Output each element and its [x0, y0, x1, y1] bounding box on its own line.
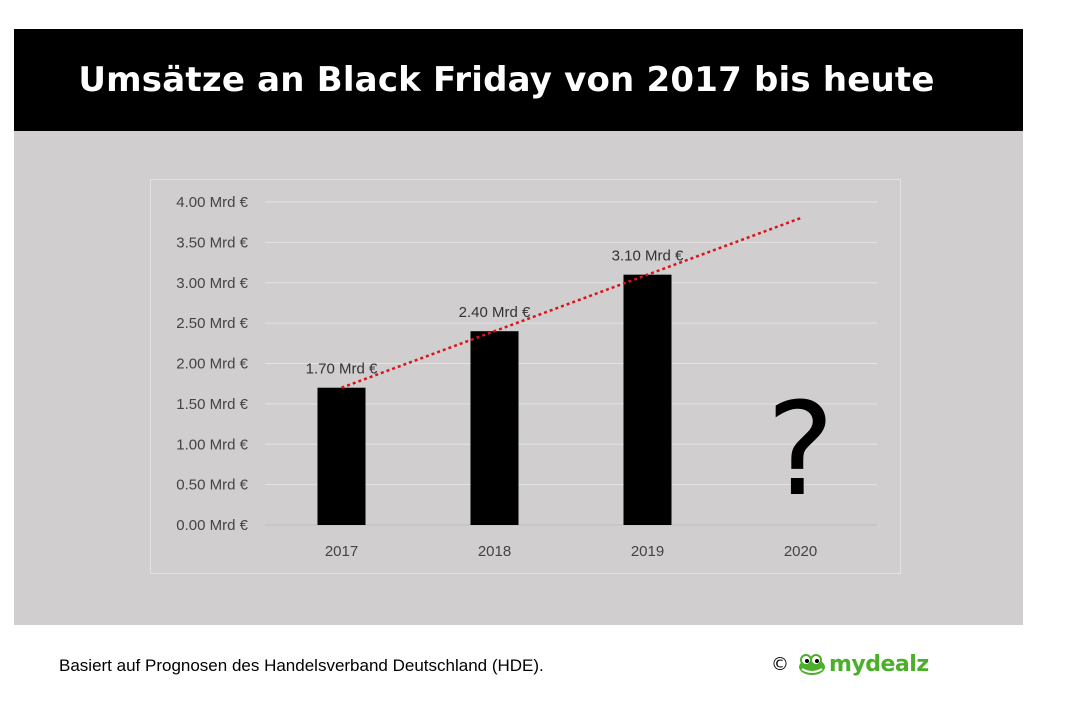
bar	[317, 387, 366, 525]
y-tick-label: 4.00 Mrd €	[176, 194, 248, 211]
x-tick-label: 2020	[784, 543, 817, 560]
x-tick-label: 2017	[325, 543, 358, 560]
y-tick-label: 2.50 Mrd €	[176, 315, 248, 332]
x-tick-label: 2018	[478, 543, 511, 560]
y-tick-label: 0.00 Mrd €	[176, 517, 248, 534]
y-tick-label: 0.50 Mrd €	[176, 477, 248, 494]
data-label: 3.10 Mrd €	[612, 248, 684, 265]
y-tick-label: 3.00 Mrd €	[176, 275, 248, 292]
y-tick-label: 1.00 Mrd €	[176, 436, 248, 453]
x-tick-label: 2019	[631, 543, 664, 560]
bar	[470, 331, 519, 525]
copyright-icon: ©	[771, 654, 789, 675]
source-note: Basiert auf Prognosen des Handelsverband…	[59, 656, 544, 675]
unknown-marker: ?	[767, 376, 835, 525]
trendline	[341, 216, 801, 389]
chart-title: Umsätze an Black Friday von 2017 bis heu…	[78, 60, 935, 100]
title-bar: Umsätze an Black Friday von 2017 bis heu…	[14, 29, 1023, 131]
brand-logo: © mydealz	[771, 652, 929, 677]
y-tick-label: 3.50 Mrd €	[176, 234, 248, 251]
brand-name: mydealz	[829, 652, 929, 677]
data-label: 1.70 Mrd €	[306, 361, 378, 378]
crocodile-icon	[799, 653, 825, 675]
y-tick-label: 2.00 Mrd €	[176, 356, 248, 373]
plot-frame	[150, 179, 901, 574]
y-tick-label: 1.50 Mrd €	[176, 396, 248, 413]
bar	[623, 274, 672, 525]
data-label: 2.40 Mrd €	[459, 304, 531, 321]
